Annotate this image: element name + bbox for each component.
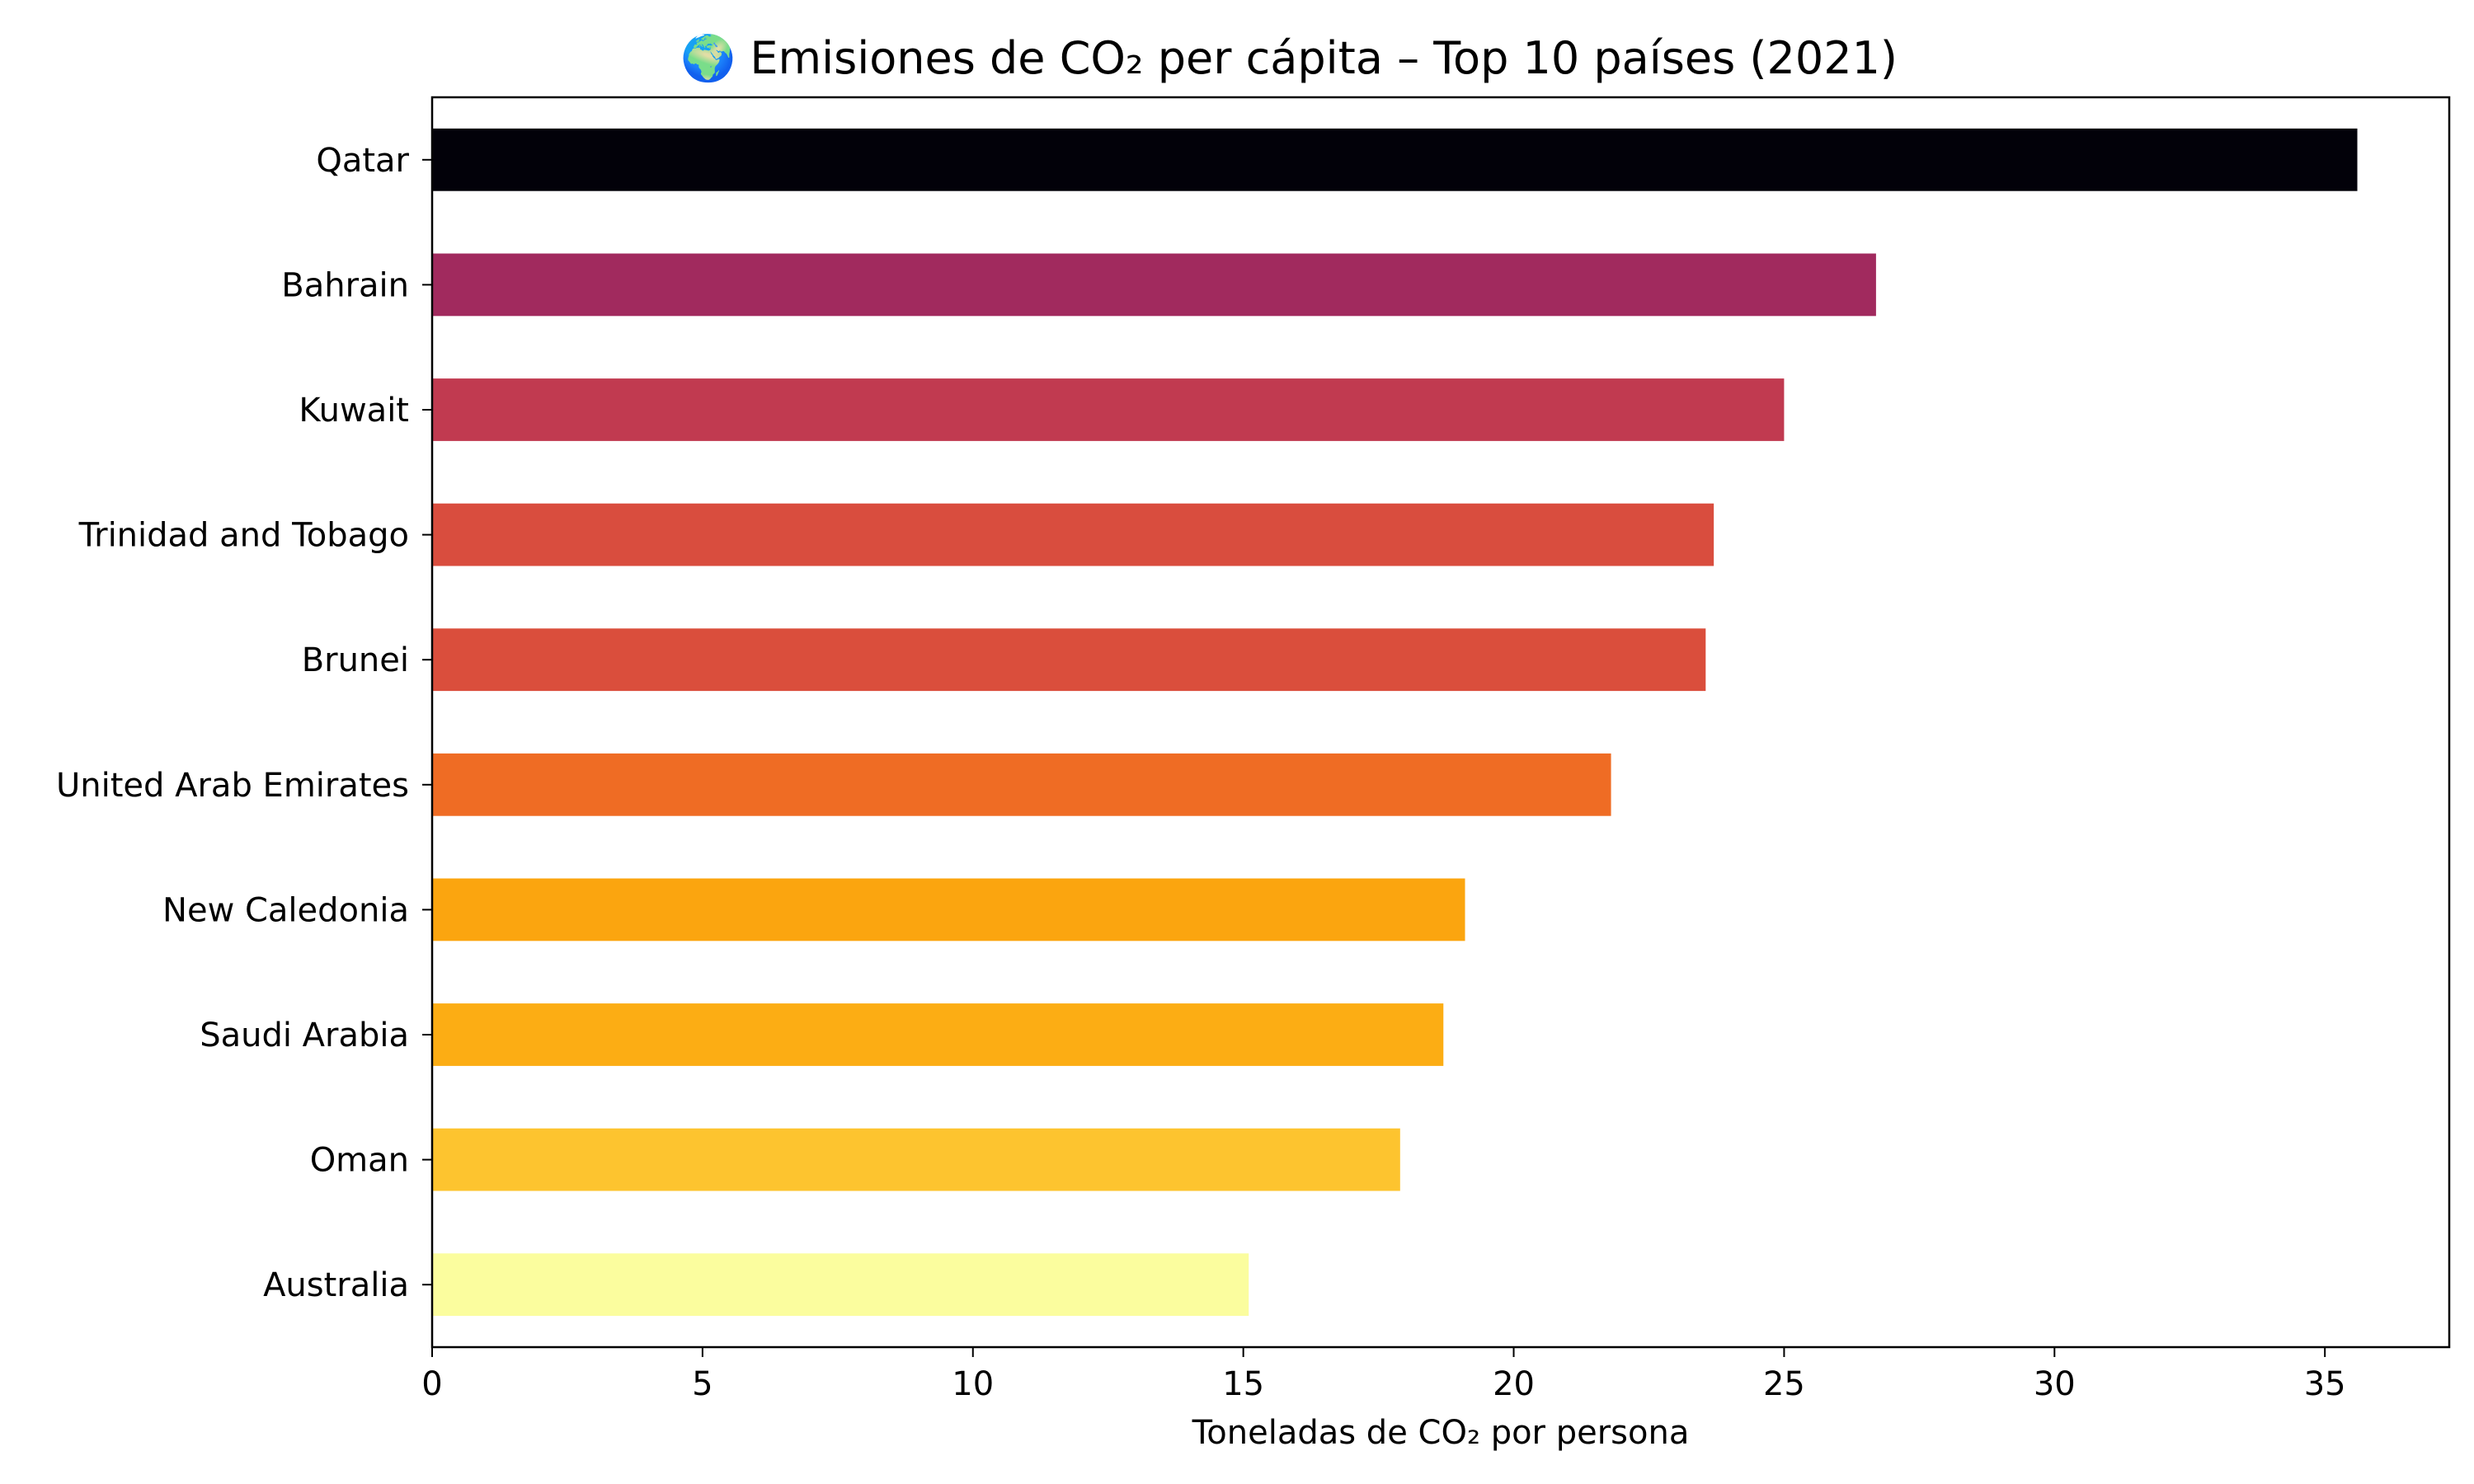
bar-trinidad-and-tobago <box>432 503 1714 566</box>
bar-saudi-arabia <box>432 1003 1444 1066</box>
y-tick-label: Saudi Arabia <box>200 1017 409 1054</box>
bar-united-arab-emirates <box>432 753 1611 816</box>
y-tick-label: Qatar <box>316 142 409 180</box>
x-tick-label: 20 <box>1493 1365 1535 1403</box>
x-tick-label: 25 <box>1763 1365 1805 1403</box>
plot-frame <box>430 96 2451 1349</box>
y-tick-label: Trinidad and Tobago <box>78 517 409 555</box>
y-tick-label: United Arab Emirates <box>56 767 409 805</box>
x-tick-label: 30 <box>2034 1365 2076 1403</box>
x-axis-label: Toneladas de CO₂ por persona <box>1192 1414 1690 1452</box>
x-tick-label: 15 <box>1222 1365 1264 1403</box>
y-axis-tick-labels: Qatar Bahrain Kuwait Trinidad and Tobago Bru… <box>56 142 410 1304</box>
y-tick-label: Oman <box>310 1142 409 1180</box>
bar-new-caledonia <box>432 878 1465 942</box>
bar-oman <box>432 1128 1400 1191</box>
bar-australia <box>432 1253 1249 1317</box>
x-tick-label: 10 <box>952 1365 994 1403</box>
x-tick-label: 0 <box>421 1365 442 1403</box>
bars <box>432 128 2358 1317</box>
y-tick-label: Brunei <box>302 641 409 679</box>
y-tick-label: Bahrain <box>281 266 409 304</box>
chart-title: 🌍 Emisiones de CO₂ per cápita – Top 10 p… <box>680 32 1898 84</box>
bar-kuwait <box>432 378 1785 441</box>
x-axis-tick-labels: 0 5 10 15 20 25 30 35 <box>421 1365 2345 1403</box>
bar-bahrain <box>432 253 1876 317</box>
y-tick-label: Kuwait <box>299 392 409 430</box>
y-tick-label: Australia <box>263 1266 409 1304</box>
y-tick-label: New Caledonia <box>162 891 409 929</box>
x-tick-label: 35 <box>2304 1365 2346 1403</box>
bar-qatar <box>432 128 2358 191</box>
axis-ticks <box>422 158 2326 1357</box>
x-tick-label: 5 <box>692 1365 713 1403</box>
bar-brunei <box>432 628 1706 692</box>
